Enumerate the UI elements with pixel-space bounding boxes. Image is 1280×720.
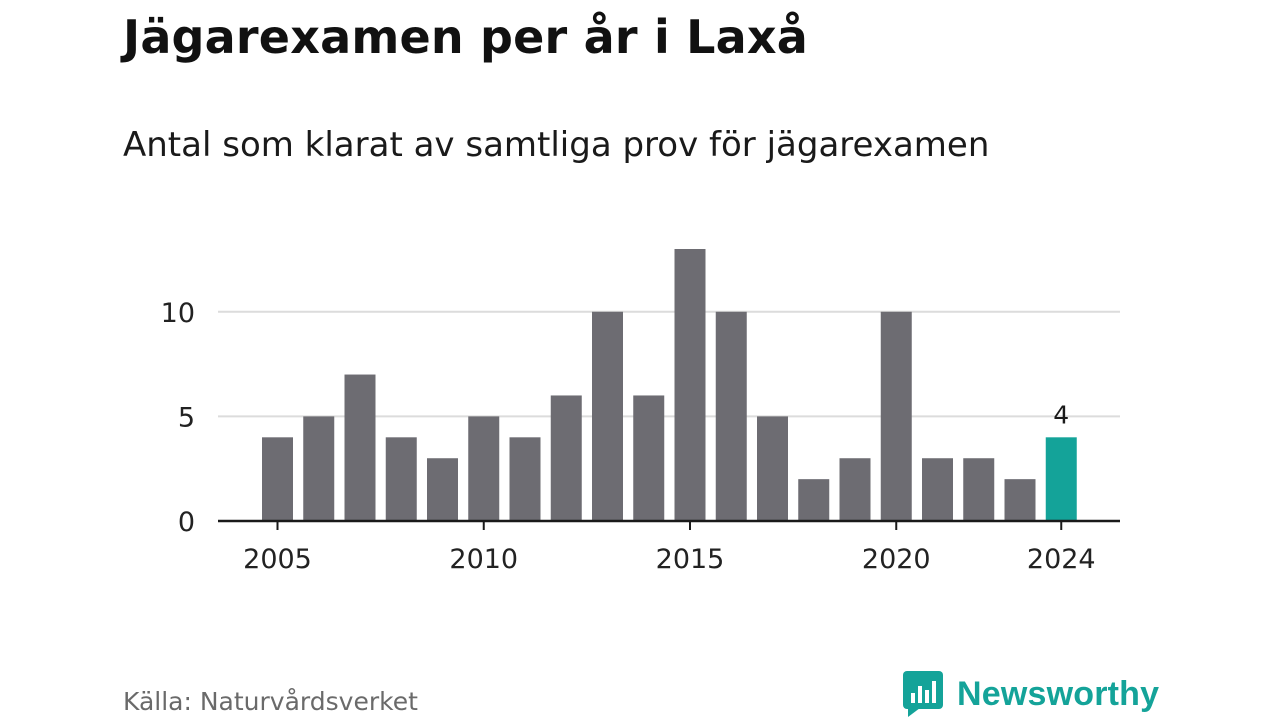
newsworthy-logo: Newsworthy [903,670,1159,718]
bar-2018 [798,479,830,521]
y-tick-label: 5 [178,402,195,433]
labels: 0 5 10 4 2005 2010 2015 2020 2024 [161,298,1096,575]
bar-2009 [427,458,458,521]
bar-2006 [303,416,335,521]
bar-2013 [592,311,623,521]
bar-2019 [839,458,871,521]
chart-subtitle: Antal som klarat av samtliga prov för jä… [123,125,990,165]
bar-chart: 0 5 10 4 2005 2010 2015 2020 2024 [161,249,1120,575]
bar-2010 [468,416,500,521]
bar-2007 [344,374,376,521]
bar-2022 [963,458,995,521]
y-tick-label: 0 [178,507,195,538]
x-tick-label: 2024 [1027,544,1096,575]
x-tick-label: 2015 [656,544,725,575]
bar-2017 [757,416,788,521]
x-tick-label: 2010 [449,544,518,575]
data-label-2024: 4 [1053,400,1069,429]
bar-2005 [262,437,293,521]
x-tick-label: 2005 [243,544,312,575]
bar-2023 [1004,479,1036,521]
axes [218,519,1120,530]
bar-2014 [633,395,665,521]
bar-2008 [385,437,417,521]
source-note: Källa: Naturvårdsverket [123,687,418,716]
bar-2015 [674,249,706,521]
bars [262,249,1077,521]
x-tick-label: 2020 [862,544,931,575]
bar-2021 [922,458,953,521]
bar-2012 [550,395,582,521]
brand-name: Newsworthy [957,675,1160,713]
bar-chart-speech-bubble-icon [903,671,943,717]
chart-title: Jägarexamen per år i Laxå [123,10,809,64]
bar-2011 [509,437,541,521]
bar-2020 [880,311,912,521]
y-tick-label: 10 [161,298,195,329]
bar-2016 [715,311,747,521]
bar-2024 [1045,437,1077,521]
